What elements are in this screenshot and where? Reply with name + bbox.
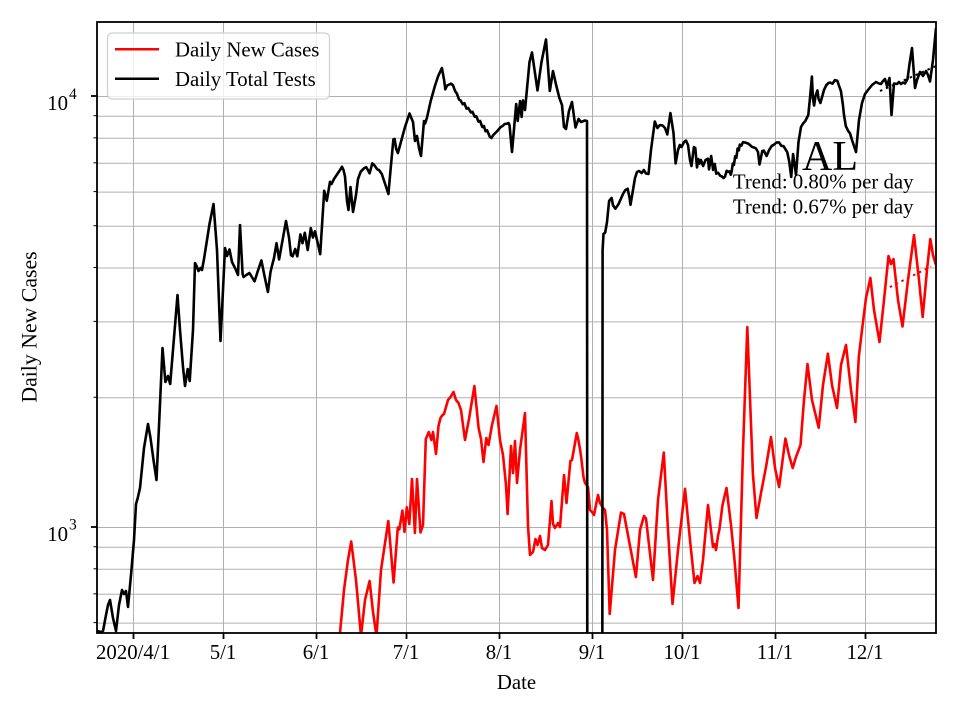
svg-text:AL: AL <box>802 134 858 180</box>
svg-text:Trend: 0.67% per day: Trend: 0.67% per day <box>733 196 914 219</box>
svg-text:6/1: 6/1 <box>303 641 330 664</box>
svg-text:Trend: 0.80% per day: Trend: 0.80% per day <box>733 171 914 194</box>
svg-text:5/1: 5/1 <box>210 641 237 664</box>
svg-text:10: 10 <box>47 523 68 546</box>
svg-text:Daily New Cases: Daily New Cases <box>175 39 319 62</box>
svg-text:10: 10 <box>47 92 68 115</box>
svg-text:9/1: 9/1 <box>579 641 606 664</box>
svg-text:10/1: 10/1 <box>664 641 701 664</box>
svg-text:4: 4 <box>69 86 77 103</box>
svg-text:3: 3 <box>69 517 77 534</box>
svg-text:2020/4/1: 2020/4/1 <box>96 641 170 664</box>
svg-text:Daily New Cases: Daily New Cases <box>18 251 42 402</box>
svg-text:7/1: 7/1 <box>393 641 420 664</box>
svg-text:11/1: 11/1 <box>757 641 793 664</box>
svg-text:Date: Date <box>497 671 536 694</box>
svg-text:12/1: 12/1 <box>847 641 884 664</box>
svg-text:8/1: 8/1 <box>486 641 513 664</box>
svg-text:Daily Total Tests: Daily Total Tests <box>175 68 316 91</box>
